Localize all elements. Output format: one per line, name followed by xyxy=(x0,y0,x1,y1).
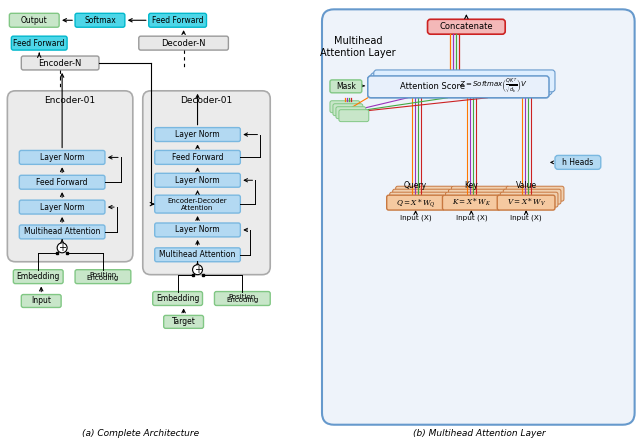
FancyBboxPatch shape xyxy=(19,175,105,189)
FancyBboxPatch shape xyxy=(8,91,133,262)
FancyBboxPatch shape xyxy=(503,189,561,204)
Text: h Heads: h Heads xyxy=(563,158,593,167)
FancyBboxPatch shape xyxy=(445,192,503,207)
Text: Layer Norm: Layer Norm xyxy=(175,176,220,185)
Text: Decoder-01: Decoder-01 xyxy=(180,96,232,105)
Text: Multihead Attention: Multihead Attention xyxy=(159,250,236,259)
FancyBboxPatch shape xyxy=(368,76,549,98)
FancyBboxPatch shape xyxy=(387,195,444,210)
Text: Concatenate: Concatenate xyxy=(440,22,493,31)
FancyBboxPatch shape xyxy=(19,200,105,214)
FancyBboxPatch shape xyxy=(75,13,125,27)
FancyBboxPatch shape xyxy=(428,19,505,34)
FancyBboxPatch shape xyxy=(442,195,500,210)
Text: (a) Complete Architecture: (a) Complete Architecture xyxy=(82,429,199,438)
Text: Value: Value xyxy=(516,181,537,190)
FancyBboxPatch shape xyxy=(322,9,635,425)
Text: Attention Layer: Attention Layer xyxy=(320,48,396,58)
FancyBboxPatch shape xyxy=(19,151,105,164)
FancyBboxPatch shape xyxy=(451,186,509,201)
Text: Input: Input xyxy=(31,296,51,306)
Text: +: + xyxy=(58,243,66,253)
Text: Query: Query xyxy=(404,181,427,190)
FancyBboxPatch shape xyxy=(393,189,451,204)
FancyBboxPatch shape xyxy=(155,128,241,141)
Text: Layer Norm: Layer Norm xyxy=(40,153,84,162)
FancyBboxPatch shape xyxy=(506,186,564,201)
Text: Feed Forward: Feed Forward xyxy=(152,16,204,25)
Text: Encoding: Encoding xyxy=(226,297,259,303)
Text: Target: Target xyxy=(172,317,196,326)
FancyBboxPatch shape xyxy=(21,56,99,70)
FancyBboxPatch shape xyxy=(155,223,241,237)
Text: Encoder-N: Encoder-N xyxy=(38,58,82,67)
FancyBboxPatch shape xyxy=(333,104,363,116)
FancyBboxPatch shape xyxy=(497,195,555,210)
Text: Feed Forward: Feed Forward xyxy=(36,178,88,187)
FancyBboxPatch shape xyxy=(139,36,228,50)
Text: +: + xyxy=(193,265,202,275)
Text: Layer Norm: Layer Norm xyxy=(175,130,220,139)
FancyBboxPatch shape xyxy=(214,291,270,306)
Text: Embedding: Embedding xyxy=(17,272,60,281)
Text: Position: Position xyxy=(228,294,256,300)
FancyBboxPatch shape xyxy=(330,80,362,93)
Text: Multihead: Multihead xyxy=(333,36,382,46)
Text: Decoder-N: Decoder-N xyxy=(161,39,206,48)
FancyBboxPatch shape xyxy=(339,110,369,122)
Text: Attention Score: Attention Score xyxy=(399,82,465,91)
Text: Layer Norm: Layer Norm xyxy=(175,225,220,234)
FancyBboxPatch shape xyxy=(371,73,552,95)
Text: Feed Forward: Feed Forward xyxy=(172,153,223,162)
Text: Encoder-01: Encoder-01 xyxy=(45,96,95,105)
FancyBboxPatch shape xyxy=(12,36,67,50)
FancyBboxPatch shape xyxy=(155,248,241,262)
Text: Attention: Attention xyxy=(181,205,214,211)
FancyBboxPatch shape xyxy=(396,186,453,201)
Text: Encoder-Decoder: Encoder-Decoder xyxy=(168,198,227,204)
Text: Multihead Attention: Multihead Attention xyxy=(24,227,100,237)
FancyBboxPatch shape xyxy=(449,189,506,204)
Text: $K = X * W_K$: $K = X * W_K$ xyxy=(452,197,491,208)
Text: Input (X): Input (X) xyxy=(400,215,431,221)
Text: Position: Position xyxy=(90,272,116,278)
Text: Embedding: Embedding xyxy=(156,294,199,303)
Circle shape xyxy=(57,243,67,253)
FancyBboxPatch shape xyxy=(19,225,105,239)
Text: Input (X): Input (X) xyxy=(456,215,487,221)
FancyBboxPatch shape xyxy=(143,91,270,275)
FancyBboxPatch shape xyxy=(374,70,555,92)
FancyBboxPatch shape xyxy=(500,192,558,207)
Text: Feed Forward: Feed Forward xyxy=(13,39,65,48)
FancyBboxPatch shape xyxy=(153,291,202,306)
FancyBboxPatch shape xyxy=(148,13,207,27)
Text: Key: Key xyxy=(465,181,478,190)
Text: Layer Norm: Layer Norm xyxy=(40,202,84,212)
FancyBboxPatch shape xyxy=(330,101,360,113)
FancyBboxPatch shape xyxy=(155,173,241,187)
FancyBboxPatch shape xyxy=(75,270,131,284)
FancyBboxPatch shape xyxy=(155,195,241,213)
FancyBboxPatch shape xyxy=(368,76,549,98)
Text: (b) Multihead Attention Layer: (b) Multihead Attention Layer xyxy=(413,429,546,438)
Text: $Q = X * W_Q$: $Q = X * W_Q$ xyxy=(396,197,435,209)
FancyBboxPatch shape xyxy=(164,315,204,328)
FancyBboxPatch shape xyxy=(155,151,241,164)
FancyBboxPatch shape xyxy=(555,155,601,169)
Text: Encoding: Encoding xyxy=(87,276,119,281)
Text: Softmax: Softmax xyxy=(84,16,116,25)
FancyBboxPatch shape xyxy=(10,13,59,27)
FancyBboxPatch shape xyxy=(13,270,63,284)
Text: $V = X * W_V$: $V = X * W_V$ xyxy=(506,197,546,208)
Text: Input (X): Input (X) xyxy=(510,215,542,221)
Text: Mask: Mask xyxy=(336,82,356,91)
Text: $Z=\mathit{Softmax}\left(\frac{QK^T}{\sqrt{d_k}}\right)V$: $Z=\mathit{Softmax}\left(\frac{QK^T}{\sq… xyxy=(460,78,528,97)
Circle shape xyxy=(193,265,202,275)
Text: Output: Output xyxy=(21,16,47,25)
FancyBboxPatch shape xyxy=(21,295,61,307)
FancyBboxPatch shape xyxy=(336,107,366,119)
FancyBboxPatch shape xyxy=(390,192,447,207)
